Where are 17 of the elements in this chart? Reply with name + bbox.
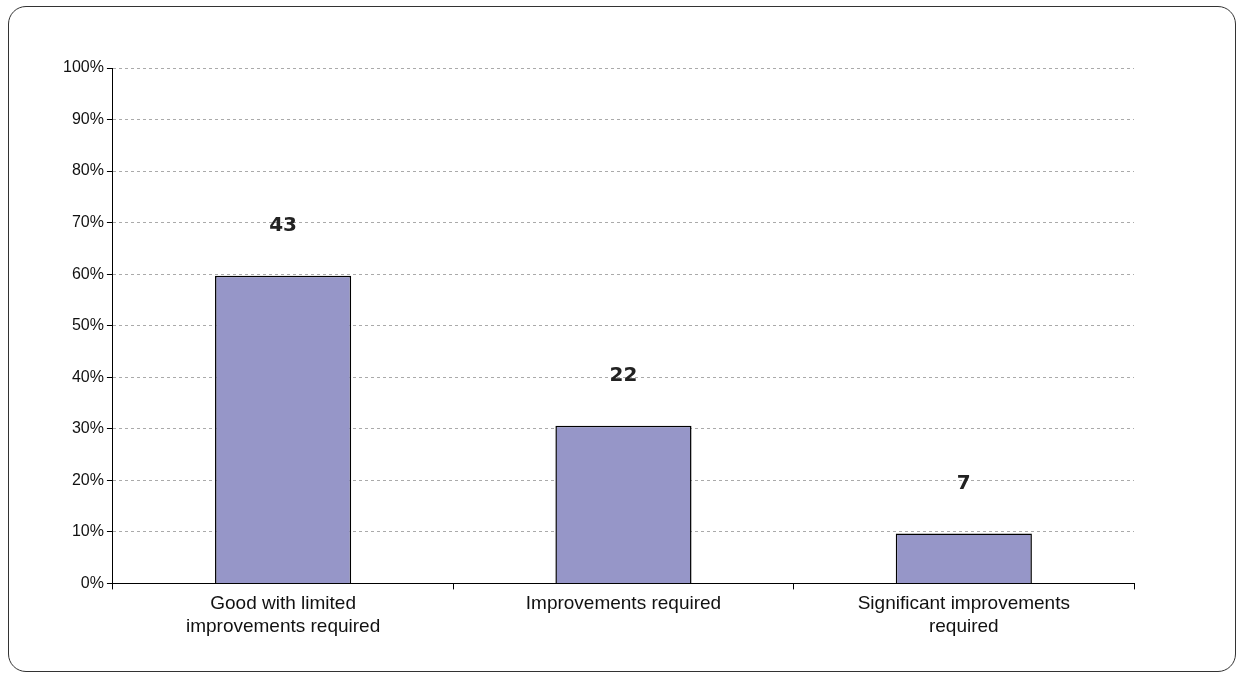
y-tick-label: 80% bbox=[71, 161, 104, 179]
x-tick-label: Improvements required bbox=[525, 592, 722, 614]
y-tick-label: 50% bbox=[71, 316, 104, 334]
y-tick-label: 0% bbox=[80, 573, 104, 591]
y-tick-label: 10% bbox=[71, 522, 104, 540]
y-tick-label: 60% bbox=[71, 264, 104, 282]
y-tick-label: 100% bbox=[63, 58, 104, 76]
y-tick-label: 20% bbox=[71, 470, 104, 488]
annotation: 22 bbox=[609, 361, 638, 386]
y-tick-label: 90% bbox=[71, 109, 104, 127]
y-tick-label: 40% bbox=[71, 367, 104, 385]
x-tick-label: Significant improvements required bbox=[857, 592, 1070, 636]
y-tick-label: 70% bbox=[71, 213, 104, 231]
x-tick-label: Good with limited improvements required bbox=[185, 592, 381, 636]
annotation: 43 bbox=[269, 211, 298, 236]
y-tick-label: 30% bbox=[71, 419, 104, 437]
annotation: 7 bbox=[956, 469, 971, 494]
